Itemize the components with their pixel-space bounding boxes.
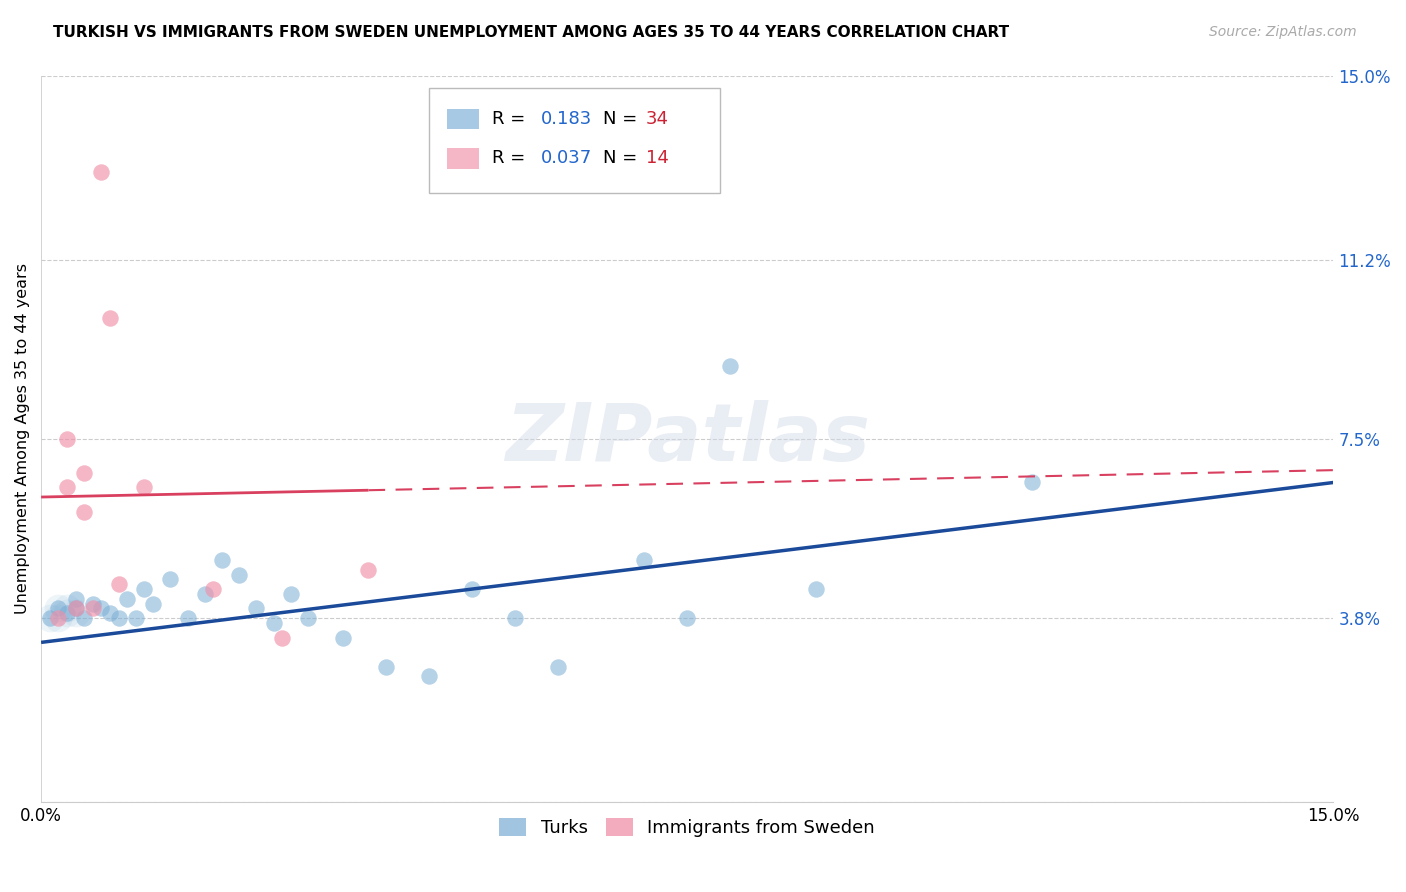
- Point: [73, 505, 96, 519]
- Point: [65, 591, 87, 606]
- Text: R =: R =: [492, 110, 531, 128]
- Point: [107, 611, 129, 625]
- Point: [56, 601, 79, 615]
- Text: 0.037: 0.037: [541, 149, 592, 168]
- Point: [418, 669, 440, 683]
- Point: [374, 659, 396, 673]
- FancyBboxPatch shape: [447, 109, 479, 129]
- Point: [46, 611, 69, 625]
- Point: [65, 601, 87, 615]
- Text: ZIPatlas: ZIPatlas: [505, 400, 870, 478]
- Point: [73, 611, 96, 625]
- Text: N =: N =: [603, 149, 644, 168]
- Point: [56, 480, 79, 494]
- Point: [65, 601, 87, 615]
- Point: [271, 631, 294, 645]
- Point: [357, 563, 380, 577]
- Point: [228, 567, 250, 582]
- Point: [38, 611, 60, 625]
- Point: [82, 601, 104, 615]
- Text: 14: 14: [645, 149, 669, 168]
- Point: [46, 601, 69, 615]
- Point: [82, 597, 104, 611]
- Point: [297, 611, 319, 625]
- Point: [676, 611, 699, 625]
- Point: [1021, 475, 1043, 490]
- Text: Source: ZipAtlas.com: Source: ZipAtlas.com: [1209, 25, 1357, 39]
- Point: [90, 165, 112, 179]
- Point: [280, 587, 302, 601]
- Text: TURKISH VS IMMIGRANTS FROM SWEDEN UNEMPLOYMENT AMONG AGES 35 TO 44 YEARS CORRELA: TURKISH VS IMMIGRANTS FROM SWEDEN UNEMPL…: [53, 25, 1010, 40]
- Point: [633, 553, 655, 567]
- Point: [194, 587, 217, 601]
- FancyBboxPatch shape: [429, 88, 720, 194]
- Point: [56, 607, 79, 621]
- Point: [134, 480, 156, 494]
- Point: [503, 611, 526, 625]
- Point: [46, 601, 69, 615]
- Point: [125, 611, 148, 625]
- Y-axis label: Unemployment Among Ages 35 to 44 years: Unemployment Among Ages 35 to 44 years: [15, 263, 30, 615]
- Point: [65, 607, 87, 621]
- Point: [332, 631, 354, 645]
- Point: [56, 607, 79, 621]
- Point: [211, 553, 233, 567]
- Text: 0.183: 0.183: [541, 110, 592, 128]
- Point: [547, 659, 569, 673]
- Point: [245, 601, 267, 615]
- Point: [134, 582, 156, 596]
- Text: R =: R =: [492, 149, 531, 168]
- Point: [38, 611, 60, 625]
- Point: [90, 601, 112, 615]
- Point: [159, 573, 181, 587]
- Text: N =: N =: [603, 110, 644, 128]
- Legend: Turks, Immigrants from Sweden: Turks, Immigrants from Sweden: [492, 810, 883, 844]
- Point: [202, 582, 225, 596]
- Point: [176, 611, 198, 625]
- Point: [117, 591, 139, 606]
- Point: [718, 359, 741, 374]
- Point: [98, 607, 121, 621]
- Point: [98, 310, 121, 325]
- Point: [461, 582, 484, 596]
- Point: [263, 615, 285, 630]
- FancyBboxPatch shape: [447, 148, 479, 169]
- Point: [107, 577, 129, 591]
- Point: [56, 432, 79, 446]
- Point: [142, 597, 165, 611]
- Text: 34: 34: [645, 110, 669, 128]
- Point: [806, 582, 828, 596]
- Point: [73, 466, 96, 480]
- Point: [46, 611, 69, 625]
